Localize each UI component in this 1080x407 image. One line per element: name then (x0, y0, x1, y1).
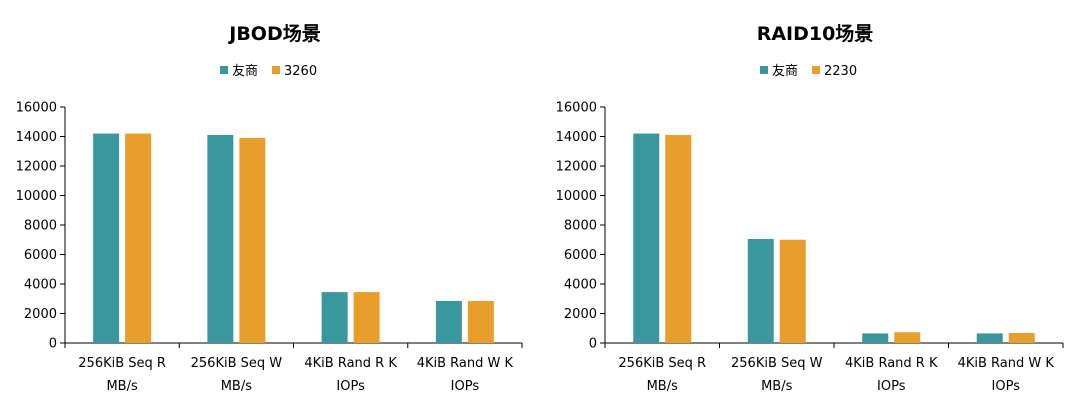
y-tick-label: 14000 (16, 130, 57, 145)
category-label: 4KiB Rand W K (417, 356, 514, 371)
bar-2-cat-1 (665, 135, 692, 343)
y-tick-label: 2000 (564, 307, 597, 322)
category-label: 256KiB Seq R (618, 356, 706, 371)
y-tick-label: 16000 (556, 101, 597, 116)
y-tick-label: 12000 (556, 160, 597, 175)
y-tick-label: 10000 (556, 189, 597, 204)
y-tick-label: 16000 (16, 101, 57, 116)
y-tick-label: 4000 (24, 278, 57, 293)
y-tick-label: 8000 (24, 219, 57, 234)
legend-swatch-2 (272, 66, 280, 74)
category-label: IOPs (992, 379, 1021, 394)
y-tick-label: 14000 (556, 130, 597, 145)
legend-label-2: 3260 (284, 64, 317, 79)
category-label: 256KiB Seq W (731, 356, 823, 371)
chart-title: RAID10场景 (757, 23, 874, 45)
bar-1-cat-1 (93, 133, 120, 343)
category-label: MB/s (647, 379, 679, 394)
category-label: MB/s (761, 379, 793, 394)
bar-1-cat-4 (976, 333, 1003, 343)
category-label: MB/s (221, 379, 253, 394)
category-label: MB/s (106, 379, 138, 394)
bar-2-cat-1 (125, 133, 152, 343)
bar-1-cat-3 (321, 292, 348, 343)
y-tick-label: 4000 (564, 278, 597, 293)
y-tick-label: 12000 (16, 160, 57, 175)
bar-2-cat-4 (467, 300, 494, 343)
bar-2-cat-2 (779, 239, 806, 343)
legend-label-2: 2230 (824, 64, 857, 79)
category-label: IOPs (336, 379, 365, 394)
y-tick-label: 2000 (24, 307, 57, 322)
bar-2-cat-3 (894, 332, 921, 343)
category-label: 256KiB Seq W (191, 356, 283, 371)
legend-swatch-1 (760, 66, 768, 74)
bar-2-cat-4 (1008, 332, 1035, 343)
bar-1-cat-4 (435, 300, 462, 343)
bar-2-cat-3 (353, 292, 380, 343)
bar-1-cat-2 (207, 135, 234, 343)
category-label: 256KiB Seq R (78, 356, 166, 371)
y-tick-label: 6000 (24, 248, 57, 263)
bar-1-cat-3 (862, 333, 889, 343)
bar-1-cat-1 (633, 133, 660, 343)
y-tick-label: 0 (589, 337, 597, 352)
bar-1-cat-2 (747, 239, 774, 343)
legend-label-1: 友商 (772, 63, 798, 79)
y-tick-label: 0 (49, 337, 57, 352)
legend-label-1: 友商 (232, 63, 258, 79)
chart-title: JBOD场景 (227, 23, 320, 45)
y-tick-label: 8000 (564, 219, 597, 234)
category-label: 4KiB Rand W K (958, 356, 1055, 371)
y-tick-label: 6000 (564, 248, 597, 263)
category-label: IOPs (451, 379, 480, 394)
legend-swatch-1 (220, 66, 228, 74)
y-tick-label: 10000 (16, 189, 57, 204)
bar-2-cat-2 (239, 137, 266, 343)
category-label: 4KiB Rand R K (304, 356, 397, 371)
category-label: IOPs (877, 379, 906, 394)
legend-swatch-2 (812, 66, 820, 74)
category-label: 4KiB Rand R K (845, 356, 938, 371)
